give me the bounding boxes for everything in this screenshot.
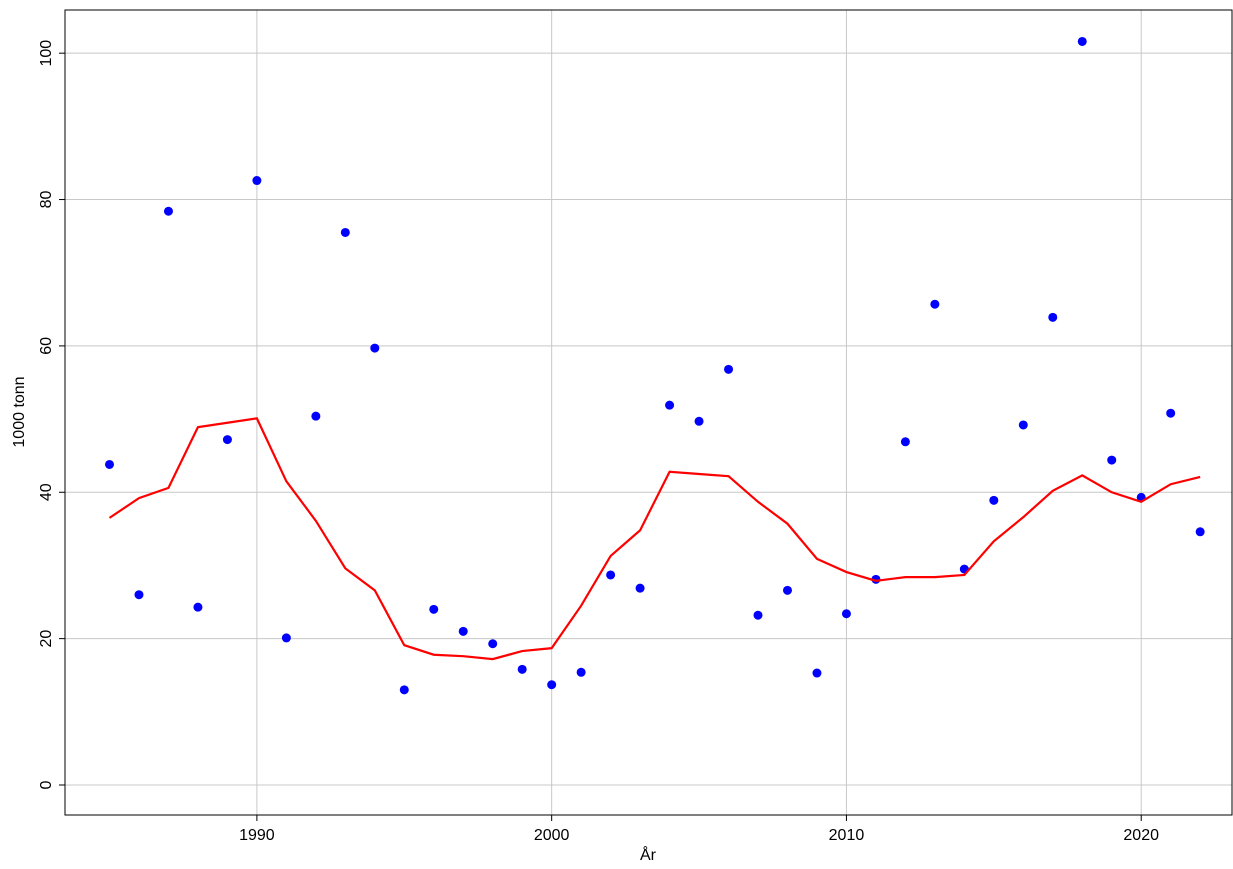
point [193, 602, 203, 612]
point [1107, 455, 1117, 465]
point [900, 437, 910, 447]
x-tick-label: 1990 [239, 827, 275, 844]
point [370, 343, 380, 353]
point [429, 604, 439, 614]
y-tick-label: 80 [38, 191, 55, 209]
point [930, 299, 940, 309]
point [340, 227, 350, 237]
point [163, 206, 173, 216]
x-tick-label: 2020 [1123, 827, 1159, 844]
point [576, 667, 586, 677]
y-tick-label: 60 [38, 337, 55, 355]
y-axis-label: 1000 tonn [11, 376, 28, 447]
point [606, 570, 616, 580]
point [1195, 527, 1205, 537]
y-tick-label: 40 [38, 483, 55, 501]
point [488, 639, 498, 649]
point [635, 583, 645, 593]
point [841, 609, 851, 619]
y-tick-label: 20 [38, 630, 55, 648]
point [222, 435, 232, 445]
point [989, 495, 999, 505]
point [311, 411, 321, 421]
point [252, 176, 262, 186]
y-tick-label: 100 [38, 40, 55, 67]
point [782, 585, 792, 595]
plot-frame [64, 9, 1233, 816]
point [1166, 408, 1176, 418]
point [105, 459, 115, 469]
point [1077, 36, 1087, 46]
point [665, 400, 675, 410]
point [281, 633, 291, 643]
point [458, 626, 468, 636]
point [694, 416, 704, 426]
x-tick-label: 2000 [534, 827, 570, 844]
y-tick-label: 0 [38, 780, 55, 789]
point [399, 685, 409, 695]
point [134, 590, 144, 600]
line [108, 417, 1201, 661]
point [812, 668, 822, 678]
point [1018, 420, 1028, 430]
point [724, 364, 734, 374]
point [1048, 312, 1058, 322]
x-axis-label: År [640, 845, 657, 864]
point [753, 610, 763, 620]
point [517, 664, 527, 674]
point [547, 680, 557, 690]
x-tick-label: 2010 [829, 827, 865, 844]
